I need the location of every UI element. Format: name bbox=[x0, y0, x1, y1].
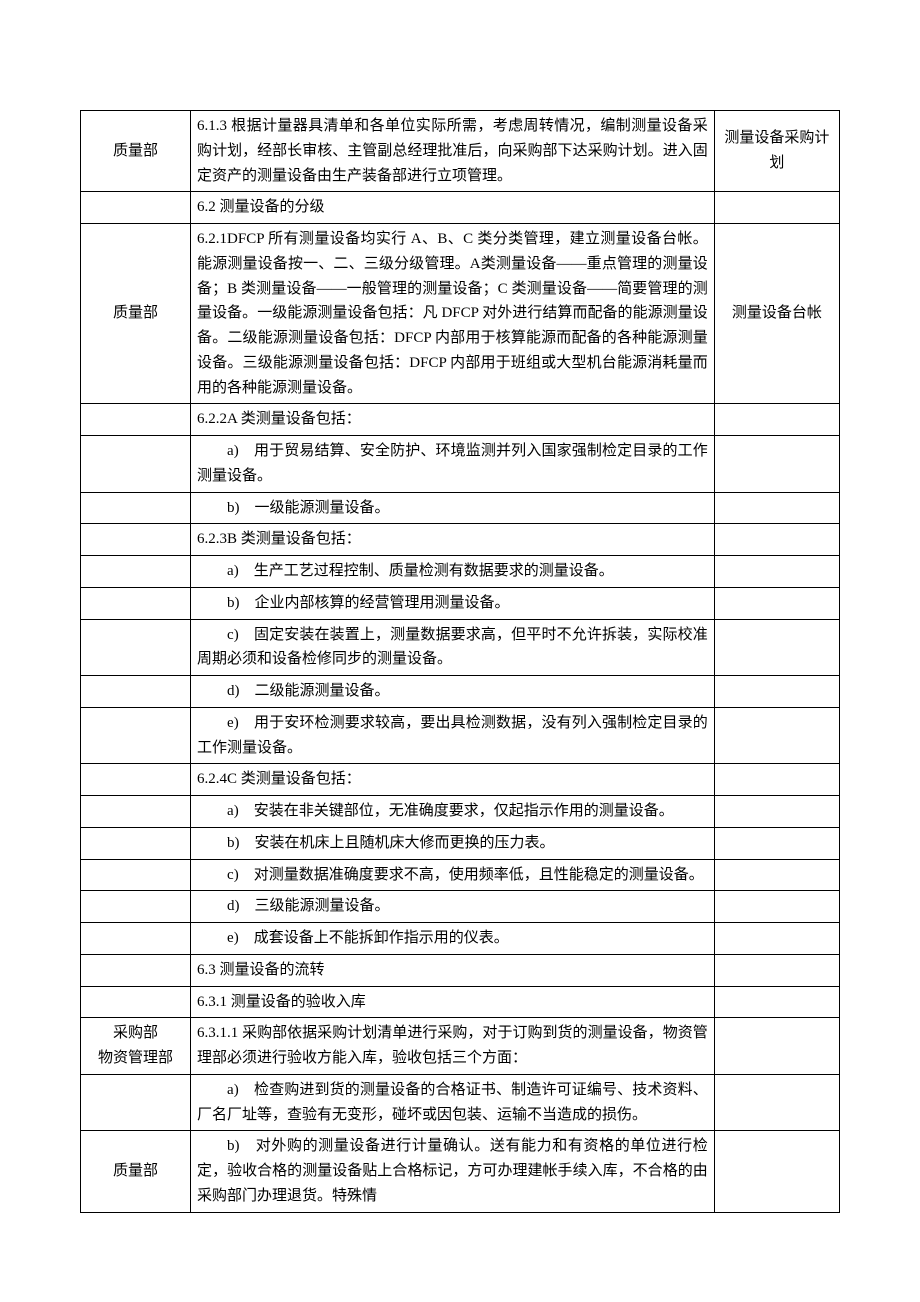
table-row: c) 固定安装在装置上，测量数据要求高，但平时不允许拆装，实际校准周期必须和设备… bbox=[81, 619, 840, 676]
content-cell: b) 安装在机床上且随机床大修而更换的压力表。 bbox=[191, 827, 715, 859]
dept-cell bbox=[81, 492, 191, 524]
table-row: 6.2 测量设备的分级 bbox=[81, 192, 840, 224]
content-cell: 6.1.3 根据计量器具清单和各单位实际所需，考虑周转情况，编制测量设备采购计划… bbox=[191, 111, 715, 192]
note-cell bbox=[714, 954, 839, 986]
content-cell: 6.3.1 测量设备的验收入库 bbox=[191, 986, 715, 1018]
content-cell: 6.2 测量设备的分级 bbox=[191, 192, 715, 224]
note-cell bbox=[714, 891, 839, 923]
note-cell bbox=[714, 764, 839, 796]
dept-cell bbox=[81, 859, 191, 891]
table-row: 6.2.3B 类测量设备包括： bbox=[81, 524, 840, 556]
dept-cell bbox=[81, 796, 191, 828]
content-cell: c) 对测量数据准确度要求不高，使用频率低，且性能稳定的测量设备。 bbox=[191, 859, 715, 891]
note-cell bbox=[714, 556, 839, 588]
dept-cell bbox=[81, 891, 191, 923]
content-cell: b) 一级能源测量设备。 bbox=[191, 492, 715, 524]
dept-cell bbox=[81, 676, 191, 708]
note-cell bbox=[714, 986, 839, 1018]
content-cell: 6.3 测量设备的流转 bbox=[191, 954, 715, 986]
table-row: d) 三级能源测量设备。 bbox=[81, 891, 840, 923]
dept-cell bbox=[81, 986, 191, 1018]
content-cell: 6.2.4C 类测量设备包括： bbox=[191, 764, 715, 796]
content-cell: a) 生产工艺过程控制、质量检测有数据要求的测量设备。 bbox=[191, 556, 715, 588]
table-row: 6.3.1 测量设备的验收入库 bbox=[81, 986, 840, 1018]
table-row: a) 生产工艺过程控制、质量检测有数据要求的测量设备。 bbox=[81, 556, 840, 588]
table-row: 质量部6.2.1DFCP 所有测量设备均实行 A、B、C 类分类管理，建立测量设… bbox=[81, 224, 840, 404]
dept-cell bbox=[81, 1074, 191, 1131]
dept-cell bbox=[81, 404, 191, 436]
table-row: b) 安装在机床上且随机床大修而更换的压力表。 bbox=[81, 827, 840, 859]
content-cell: c) 固定安装在装置上，测量数据要求高，但平时不允许拆装，实际校准周期必须和设备… bbox=[191, 619, 715, 676]
table-row: c) 对测量数据准确度要求不高，使用频率低，且性能稳定的测量设备。 bbox=[81, 859, 840, 891]
content-cell: a) 用于贸易结算、安全防护、环境监测并列入国家强制检定目录的工作测量设备。 bbox=[191, 436, 715, 493]
dept-cell: 质量部 bbox=[81, 224, 191, 404]
content-cell: a) 检查购进到货的测量设备的合格证书、制造许可证编号、技术资料、厂名厂址等，查… bbox=[191, 1074, 715, 1131]
note-cell bbox=[714, 676, 839, 708]
dept-cell bbox=[81, 827, 191, 859]
note-cell bbox=[714, 587, 839, 619]
content-cell: b) 对外购的测量设备进行计量确认。送有能力和有资格的单位进行检定，验收合格的测… bbox=[191, 1131, 715, 1212]
table-row: 质量部b) 对外购的测量设备进行计量确认。送有能力和有资格的单位进行检定，验收合… bbox=[81, 1131, 840, 1212]
dept-cell: 质量部 bbox=[81, 1131, 191, 1212]
note-cell bbox=[714, 796, 839, 828]
table-row: e) 用于安环检测要求较高，要出具检测数据，没有列入强制检定目录的工作测量设备。 bbox=[81, 707, 840, 764]
dept-cell: 质量部 bbox=[81, 111, 191, 192]
note-cell bbox=[714, 436, 839, 493]
table-row: e) 成套设备上不能拆卸作指示用的仪表。 bbox=[81, 923, 840, 955]
note-cell bbox=[714, 404, 839, 436]
dept-cell bbox=[81, 619, 191, 676]
table-row: 采购部物资管理部6.3.1.1 采购部依据采购计划清单进行采购，对于订购到货的测… bbox=[81, 1018, 840, 1075]
content-cell: b) 企业内部核算的经营管理用测量设备。 bbox=[191, 587, 715, 619]
dept-cell bbox=[81, 524, 191, 556]
table-row: a) 安装在非关键部位，无准确度要求，仅起指示作用的测量设备。 bbox=[81, 796, 840, 828]
content-cell: 6.2.3B 类测量设备包括： bbox=[191, 524, 715, 556]
note-cell bbox=[714, 923, 839, 955]
table-row: 质量部6.1.3 根据计量器具清单和各单位实际所需，考虑周转情况，编制测量设备采… bbox=[81, 111, 840, 192]
note-cell bbox=[714, 1074, 839, 1131]
note-cell bbox=[714, 524, 839, 556]
dept-cell bbox=[81, 707, 191, 764]
content-cell: 6.2.2A 类测量设备包括： bbox=[191, 404, 715, 436]
content-cell: a) 安装在非关键部位，无准确度要求，仅起指示作用的测量设备。 bbox=[191, 796, 715, 828]
table-row: 6.2.4C 类测量设备包括： bbox=[81, 764, 840, 796]
table-row: b) 企业内部核算的经营管理用测量设备。 bbox=[81, 587, 840, 619]
table-row: b) 一级能源测量设备。 bbox=[81, 492, 840, 524]
document-table: 质量部6.1.3 根据计量器具清单和各单位实际所需，考虑周转情况，编制测量设备采… bbox=[80, 110, 840, 1213]
dept-cell: 采购部物资管理部 bbox=[81, 1018, 191, 1075]
content-cell: d) 二级能源测量设备。 bbox=[191, 676, 715, 708]
note-cell bbox=[714, 859, 839, 891]
note-cell bbox=[714, 619, 839, 676]
table-row: 6.2.2A 类测量设备包括： bbox=[81, 404, 840, 436]
dept-cell bbox=[81, 954, 191, 986]
note-cell bbox=[714, 1018, 839, 1075]
table-row: a) 检查购进到货的测量设备的合格证书、制造许可证编号、技术资料、厂名厂址等，查… bbox=[81, 1074, 840, 1131]
note-cell bbox=[714, 707, 839, 764]
note-cell bbox=[714, 827, 839, 859]
table-row: 6.3 测量设备的流转 bbox=[81, 954, 840, 986]
content-cell: d) 三级能源测量设备。 bbox=[191, 891, 715, 923]
note-cell: 测量设备台帐 bbox=[714, 224, 839, 404]
dept-cell bbox=[81, 923, 191, 955]
dept-cell bbox=[81, 556, 191, 588]
table-row: a) 用于贸易结算、安全防护、环境监测并列入国家强制检定目录的工作测量设备。 bbox=[81, 436, 840, 493]
dept-cell bbox=[81, 436, 191, 493]
content-cell: 6.3.1.1 采购部依据采购计划清单进行采购，对于订购到货的测量设备，物资管理… bbox=[191, 1018, 715, 1075]
dept-cell bbox=[81, 192, 191, 224]
content-cell: e) 成套设备上不能拆卸作指示用的仪表。 bbox=[191, 923, 715, 955]
dept-cell bbox=[81, 764, 191, 796]
content-cell: 6.2.1DFCP 所有测量设备均实行 A、B、C 类分类管理，建立测量设备台帐… bbox=[191, 224, 715, 404]
content-cell: e) 用于安环检测要求较高，要出具检测数据，没有列入强制检定目录的工作测量设备。 bbox=[191, 707, 715, 764]
table-row: d) 二级能源测量设备。 bbox=[81, 676, 840, 708]
note-cell bbox=[714, 1131, 839, 1212]
note-cell: 测量设备采购计划 bbox=[714, 111, 839, 192]
dept-cell bbox=[81, 587, 191, 619]
note-cell bbox=[714, 192, 839, 224]
note-cell bbox=[714, 492, 839, 524]
